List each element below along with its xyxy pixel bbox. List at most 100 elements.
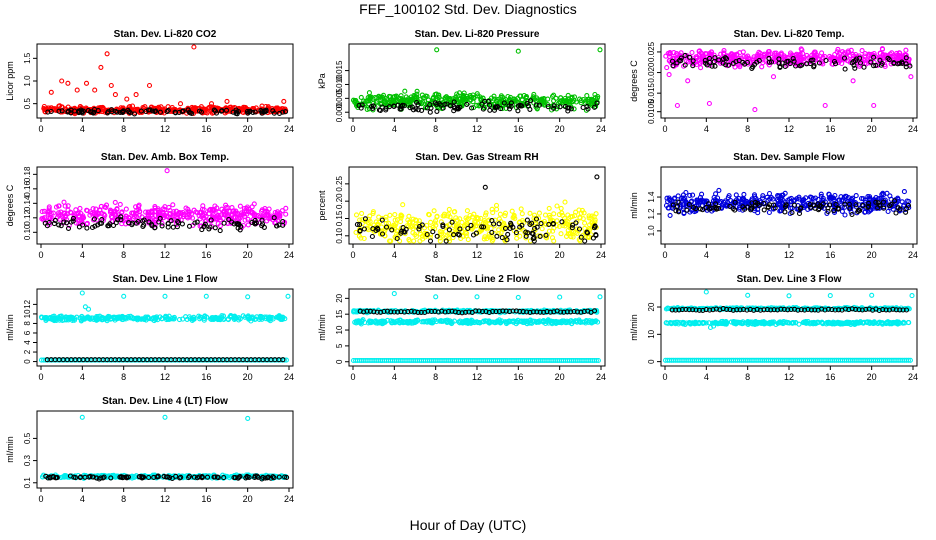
data-point: [46, 204, 52, 210]
data-point: [267, 315, 273, 321]
data-point: [39, 209, 45, 215]
data-point: [103, 202, 110, 208]
data-point: [797, 51, 803, 57]
y-tick-label: 0.025: [647, 41, 656, 62]
data-point: [446, 206, 452, 212]
data-point: [690, 320, 696, 326]
data-point: [677, 204, 684, 210]
data-point: [370, 105, 376, 111]
data-point: [565, 231, 571, 237]
data-point: [885, 55, 891, 61]
y-tick-label: 0.12: [23, 209, 32, 225]
data-point: [133, 92, 139, 98]
data-point: [437, 232, 443, 238]
data-point: [842, 66, 848, 72]
data-point: [579, 207, 585, 213]
data-point: [827, 202, 833, 208]
data-point: [242, 217, 248, 223]
data-point: [210, 207, 216, 213]
data-point: [592, 223, 598, 230]
data-point: [501, 97, 507, 103]
data-point: [845, 321, 851, 327]
data-point: [70, 215, 76, 221]
data-point: [258, 208, 265, 214]
data-point: [135, 218, 141, 225]
data-point: [769, 319, 775, 325]
data-point: [770, 196, 776, 202]
data-point: [869, 292, 875, 298]
data-point: [436, 92, 442, 98]
data-point: [443, 238, 449, 244]
data-point: [530, 94, 536, 100]
panel-title: Stan. Dev. Sample Flow: [733, 152, 845, 163]
data-point: [536, 102, 542, 108]
data-point: [524, 309, 530, 315]
data-point: [815, 201, 821, 207]
data-point: [547, 309, 553, 315]
data-point: [594, 174, 600, 180]
data-point: [841, 55, 848, 61]
data-point: [436, 101, 442, 107]
data-point: [65, 80, 71, 86]
y-tick-label: 10: [23, 309, 32, 318]
data-point: [398, 215, 404, 221]
data-point: [232, 313, 238, 319]
data-point: [903, 47, 909, 53]
x-tick-label: 4: [80, 250, 85, 260]
data-point: [274, 223, 280, 229]
data-point: [447, 95, 453, 102]
data-point: [493, 309, 499, 315]
data-point: [565, 212, 571, 218]
data-point: [798, 205, 804, 211]
data-point: [584, 93, 590, 99]
data-point: [812, 195, 819, 201]
series-1: [663, 289, 915, 331]
data-point: [424, 105, 430, 111]
data-point: [715, 195, 721, 201]
data-point: [217, 228, 223, 234]
data-point: [172, 107, 178, 113]
data-point: [232, 210, 238, 216]
data-point: [548, 318, 554, 324]
data-point: [546, 205, 552, 211]
data-point: [505, 231, 511, 237]
data-point: [84, 207, 90, 213]
data-point: [359, 210, 365, 216]
data-point: [428, 308, 435, 315]
data-point: [787, 61, 793, 67]
data-point: [568, 309, 574, 315]
data-point: [816, 60, 822, 66]
data-point: [857, 55, 863, 61]
data-point: [428, 219, 434, 225]
data-point: [391, 291, 397, 297]
data-point: [398, 309, 404, 315]
data-point: [686, 54, 693, 60]
x-tick-label: 24: [908, 372, 918, 382]
data-point: [895, 61, 901, 67]
y-tick-label: 0.010: [335, 74, 344, 95]
data-point: [445, 211, 452, 217]
data-point: [79, 315, 85, 321]
data-point: [381, 98, 387, 104]
data-point: [411, 319, 417, 325]
data-point: [400, 202, 406, 208]
data-point: [545, 96, 551, 102]
data-point: [781, 53, 787, 59]
data-point: [542, 320, 549, 327]
data-point: [519, 222, 525, 228]
y-axis-label: ml/min: [317, 314, 327, 341]
data-point: [867, 320, 873, 327]
data-point: [516, 227, 522, 233]
data-point: [804, 61, 810, 67]
data-point: [251, 213, 258, 219]
data-point: [427, 102, 433, 108]
data-point: [94, 313, 100, 320]
data-point: [457, 104, 463, 110]
data-point: [796, 210, 803, 217]
data-point: [128, 313, 134, 319]
data-point: [519, 103, 525, 109]
data-point: [152, 204, 158, 210]
data-point: [518, 206, 524, 212]
y-tick-label: 0.005: [335, 88, 344, 109]
data-point: [191, 207, 197, 213]
